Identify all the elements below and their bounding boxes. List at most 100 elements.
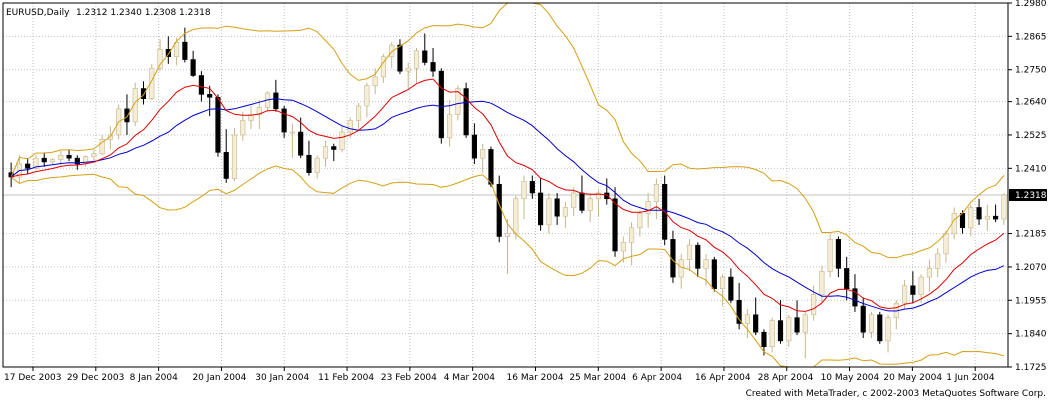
x-tick-label: 10 May 2004 <box>821 373 880 383</box>
current-price-badge <box>1009 189 1047 202</box>
candle-bull <box>595 192 602 200</box>
candle-bull <box>918 276 924 295</box>
candle-bear <box>306 154 312 173</box>
y-tick-label: 1.2750 <box>1015 66 1047 76</box>
candle-bull <box>447 114 453 139</box>
candle-bull <box>149 67 155 100</box>
candles <box>8 27 1007 359</box>
candle-bull <box>314 157 320 173</box>
candle-bull <box>571 192 577 208</box>
candle-bear <box>538 192 544 226</box>
candle-bull <box>256 107 262 115</box>
candle-bull <box>231 134 238 179</box>
ohlc-label: 1.2312 1.2340 1.2308 1.2318 <box>76 8 211 18</box>
candle-bear <box>165 49 171 57</box>
candle-bear <box>397 44 403 72</box>
x-tick-label: 23 Feb 2004 <box>381 373 437 383</box>
candle-bear <box>298 131 304 156</box>
current-price-label: 1.2318 <box>1015 191 1047 201</box>
x-tick-label: 17 Dec 2003 <box>4 373 62 383</box>
candle-bull <box>513 198 519 234</box>
y-tick-label: 1.1955 <box>1015 296 1047 306</box>
credits-label: Created with MetaTrader, c 2002-2003 Met… <box>746 389 1046 399</box>
candle-bear <box>736 299 742 324</box>
candle-bear <box>182 41 188 60</box>
candle-bull <box>819 270 825 295</box>
candle-bear <box>25 163 31 169</box>
candle-bear <box>844 268 850 289</box>
x-tick-label: 20 May 2004 <box>883 373 942 383</box>
candle-bear <box>124 108 130 123</box>
candle-bull <box>413 50 420 69</box>
candle-bull <box>504 233 511 237</box>
candle-bear <box>711 259 717 289</box>
candle-bear <box>463 88 469 136</box>
candle-bear <box>471 134 477 159</box>
candle-bear <box>993 215 999 220</box>
candle-bear <box>74 157 80 165</box>
y-tick-label: 1.2980 <box>1015 0 1047 9</box>
candle-bull <box>58 154 64 160</box>
candle-bull <box>885 317 891 342</box>
ma-red-line <box>10 78 1005 312</box>
x-tick-label: 6 Apr 2004 <box>632 373 682 383</box>
candle-bull <box>405 67 411 72</box>
y-tick-label: 1.2410 <box>1015 164 1047 174</box>
candle-bull <box>174 41 180 57</box>
candle-bear <box>430 62 436 72</box>
x-tick-label: 16 Mar 2004 <box>507 373 564 383</box>
candle-bull <box>786 317 792 342</box>
candle-bear <box>612 198 618 252</box>
candle-bull <box>1001 194 1007 220</box>
candle-bull <box>91 153 97 158</box>
candle-bull <box>562 207 568 217</box>
candle-bear <box>554 198 560 217</box>
candle-bear <box>331 146 337 150</box>
candle-bull <box>480 149 486 159</box>
candle-bear <box>777 320 784 342</box>
candle-bull <box>769 320 775 347</box>
candle-bull <box>678 259 684 278</box>
candle-bear <box>281 108 287 133</box>
candle-bull <box>943 233 949 255</box>
candle-bull <box>33 157 39 169</box>
candle-bear <box>910 285 916 295</box>
y-tick-label: 1.2185 <box>1015 230 1047 240</box>
candle-bull <box>356 105 362 121</box>
y-tick-label: 1.2070 <box>1015 263 1047 273</box>
candle-bull <box>984 215 990 220</box>
candle-bull <box>339 131 345 150</box>
candle-bull <box>364 85 370 107</box>
candle-bull <box>322 146 329 159</box>
x-tick-label: 4 Mar 2004 <box>444 373 496 383</box>
plot-frame <box>2 2 1009 368</box>
candle-bull <box>99 139 105 155</box>
x-tick-label: 20 Jan 2004 <box>192 373 246 383</box>
y-tick-label: 1.2640 <box>1015 98 1047 108</box>
candle-bear <box>223 152 229 179</box>
x-tick-label: 29 Dec 2003 <box>67 373 125 383</box>
candle-bull <box>546 198 552 226</box>
candle-bear <box>496 183 502 237</box>
y-tick-label: 1.2525 <box>1015 131 1047 141</box>
candle-bear <box>41 157 47 163</box>
candle-bull <box>157 49 163 69</box>
candle-bull <box>935 253 941 269</box>
candle-bull <box>811 294 817 316</box>
candle-bull <box>686 244 693 260</box>
candle-bull <box>926 268 932 278</box>
candle-bear <box>579 192 585 211</box>
candle-bear <box>852 288 858 307</box>
candle-bull <box>802 314 808 333</box>
candle-bull <box>629 227 635 243</box>
candle-bull <box>703 259 709 269</box>
candle-bull <box>637 212 643 229</box>
x-tick-label: 28 Apr 2004 <box>758 373 814 383</box>
candle-bear <box>66 154 72 159</box>
candle-bull <box>248 114 254 121</box>
candle-bear <box>753 314 759 333</box>
candle-bull <box>827 239 833 272</box>
candle-bear <box>604 192 610 200</box>
candle-bear <box>529 181 535 194</box>
